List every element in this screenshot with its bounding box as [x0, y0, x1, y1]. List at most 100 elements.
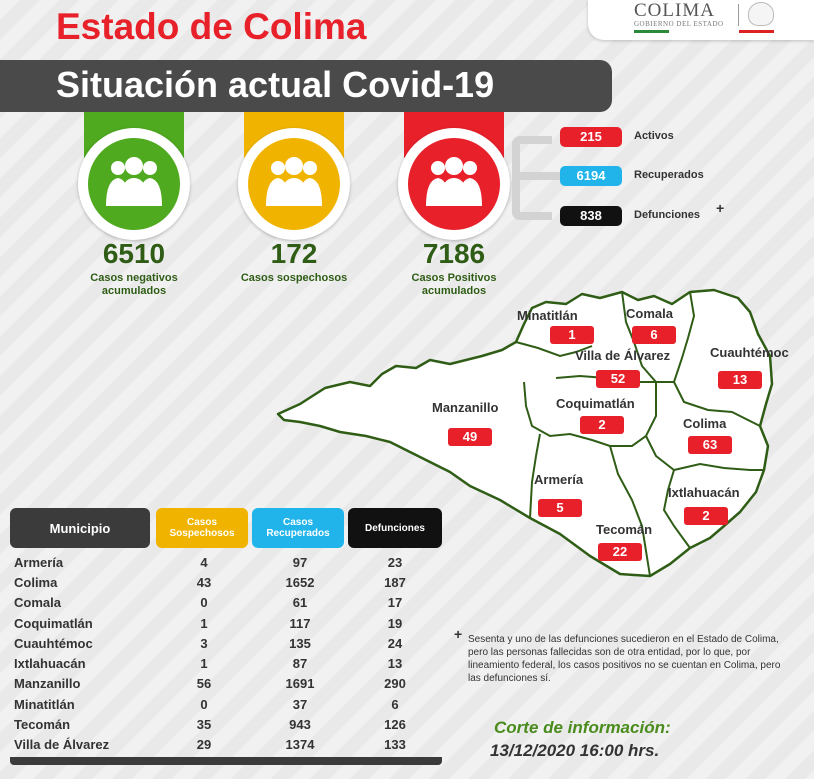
page-subtitle: Situación actual Covid-19 [56, 64, 495, 105]
col-header-sospechosos-line1: Casos [186, 517, 217, 528]
people-group-icon [423, 156, 485, 213]
cell-sospechosos: 0 [200, 696, 208, 712]
logo-panel [588, 0, 814, 40]
map-label-6: Colima [683, 416, 727, 431]
cell-recuperados: 1652 [285, 574, 315, 590]
table-header: Municipio Casos Sospechosos Casos Recupera… [10, 508, 442, 548]
table-row: Armería 4 97 23 [10, 552, 442, 572]
cell-municipio: Colima [14, 574, 58, 590]
map-label-5: Coquimatlán [556, 396, 635, 411]
map-value-9: 22 [598, 543, 642, 561]
cell-sospechosos: 1 [200, 615, 208, 631]
map-value-0: 1 [550, 326, 594, 344]
cell-sospechosos: 3 [200, 635, 208, 651]
cell-defunciones: 187 [384, 574, 406, 590]
cell-municipio: Cuauhtémoc [14, 635, 93, 651]
table-row: Coquimatlán 1 117 19 [10, 613, 442, 633]
cell-recuperados: 1374 [285, 737, 315, 753]
stat-0-label: Casos negativos acumulados [90, 272, 178, 297]
table-footer-bar [10, 756, 442, 765]
border-coquimatlan [523, 381, 657, 447]
stat-1-label: Casos sospechosos [240, 272, 348, 284]
cell-defunciones: 126 [384, 717, 406, 733]
map-label-4: Manzanillo [432, 400, 499, 415]
map-outline [276, 288, 774, 578]
border-colima [645, 435, 764, 472]
cell-recuperados: 97 [292, 554, 308, 570]
breakdown-0-label: Activos [634, 130, 674, 142]
coat-of-arms-icon [748, 2, 774, 26]
cell-sospechosos: 4 [200, 554, 208, 570]
breakdown-2-plus-icon: + [716, 200, 725, 216]
stat-2-value: 7186 [422, 238, 486, 269]
footnote-text: Sesenta y uno de las defunciones sucedie… [468, 634, 781, 684]
cell-sospechosos: 0 [200, 595, 208, 611]
cell-defunciones: 290 [384, 676, 406, 692]
page-title: Estado de Colima [56, 6, 367, 47]
col-header-sospechosos-line2: Sospechosos [169, 528, 235, 539]
border-ixtlahuacan [662, 469, 691, 549]
breakdown-2-value: 838 [560, 206, 622, 226]
cell-recuperados: 61 [292, 595, 308, 611]
cell-recuperados: 943 [289, 717, 311, 733]
col-header-sospechosos: Casos Sospechosos [156, 508, 248, 548]
logo-divider [738, 4, 739, 26]
breakdown-2-label: Defunciones [634, 209, 701, 221]
municipio-table: Municipio Casos Sospechosos Casos Recupera… [10, 508, 442, 765]
cell-defunciones: 19 [387, 615, 403, 631]
cell-sospechosos: 56 [196, 676, 212, 692]
cell-municipio: Armería [14, 554, 64, 570]
table-row: Minatitlán 0 37 6 [10, 694, 442, 714]
cell-municipio: Manzanillo [14, 676, 81, 692]
cell-defunciones: 133 [384, 737, 406, 753]
colima-map [276, 288, 774, 578]
cell-sospechosos: 35 [196, 717, 212, 733]
map-value-4: 49 [448, 428, 492, 446]
col-header-municipio: Municipio [10, 508, 150, 548]
breakdown-1-value: 6194 [560, 166, 622, 186]
logo-wordmark: COLIMA [634, 0, 715, 21]
cell-recuperados: 135 [289, 635, 311, 651]
cell-recuperados: 37 [292, 696, 308, 712]
stat-0-value: 6510 [102, 238, 166, 269]
cutoff-datetime: 13/12/2020 16:00 hrs. [490, 741, 660, 760]
map-label-3: Cuauhtémoc [710, 345, 789, 360]
map-value-2: 52 [596, 370, 640, 388]
cell-defunciones: 24 [387, 635, 403, 651]
cell-defunciones: 13 [387, 656, 403, 672]
map-value-6: 63 [688, 436, 732, 454]
people-group-icon [263, 156, 325, 213]
cell-sospechosos: 1 [200, 656, 208, 672]
table-row: Tecomán 35 943 126 [10, 714, 442, 734]
cell-recuperados: 117 [289, 615, 311, 631]
border-minatitlan [515, 341, 593, 358]
stat-2-label: Casos Positivos acumulados [411, 272, 497, 297]
cell-sospechosos: 43 [196, 574, 212, 590]
logo-flag-stripes [634, 30, 774, 33]
map-value-3: 13 [718, 371, 762, 389]
cell-recuperados: 1691 [285, 676, 315, 692]
map-value-7: 5 [538, 499, 582, 517]
cell-defunciones: 6 [391, 696, 399, 712]
cell-sospechosos: 29 [196, 737, 212, 753]
stat-1-value: 172 [270, 238, 318, 269]
people-group-icon [103, 156, 165, 213]
map-label-9: Tecomán [596, 522, 653, 537]
table-row: Comala 0 61 17 [10, 593, 442, 613]
table-row: Cuauhtémoc 3 135 24 [10, 633, 442, 653]
map-label-0: Minatitlán [517, 308, 578, 323]
col-header-recuperados-line1: Casos [282, 517, 313, 528]
map-value-1: 6 [632, 326, 676, 344]
breakdown-0-value: 215 [560, 127, 622, 147]
map-label-8: Ixtlahuacán [668, 485, 740, 500]
subtitle-bar [0, 60, 612, 112]
table-row: Manzanillo 56 1691 290 [10, 674, 442, 694]
col-header-recuperados-line2: Recuperados [266, 528, 330, 539]
cell-municipio: Ixtlahuacán [14, 656, 86, 672]
border-tecoman [609, 445, 651, 577]
cell-recuperados: 87 [292, 656, 308, 672]
cell-municipio: Minatitlán [14, 696, 75, 712]
breakdown-brace-arm [512, 172, 560, 180]
breakdown-1-label: Recuperados [634, 169, 704, 181]
stat-0-circle [88, 138, 180, 230]
